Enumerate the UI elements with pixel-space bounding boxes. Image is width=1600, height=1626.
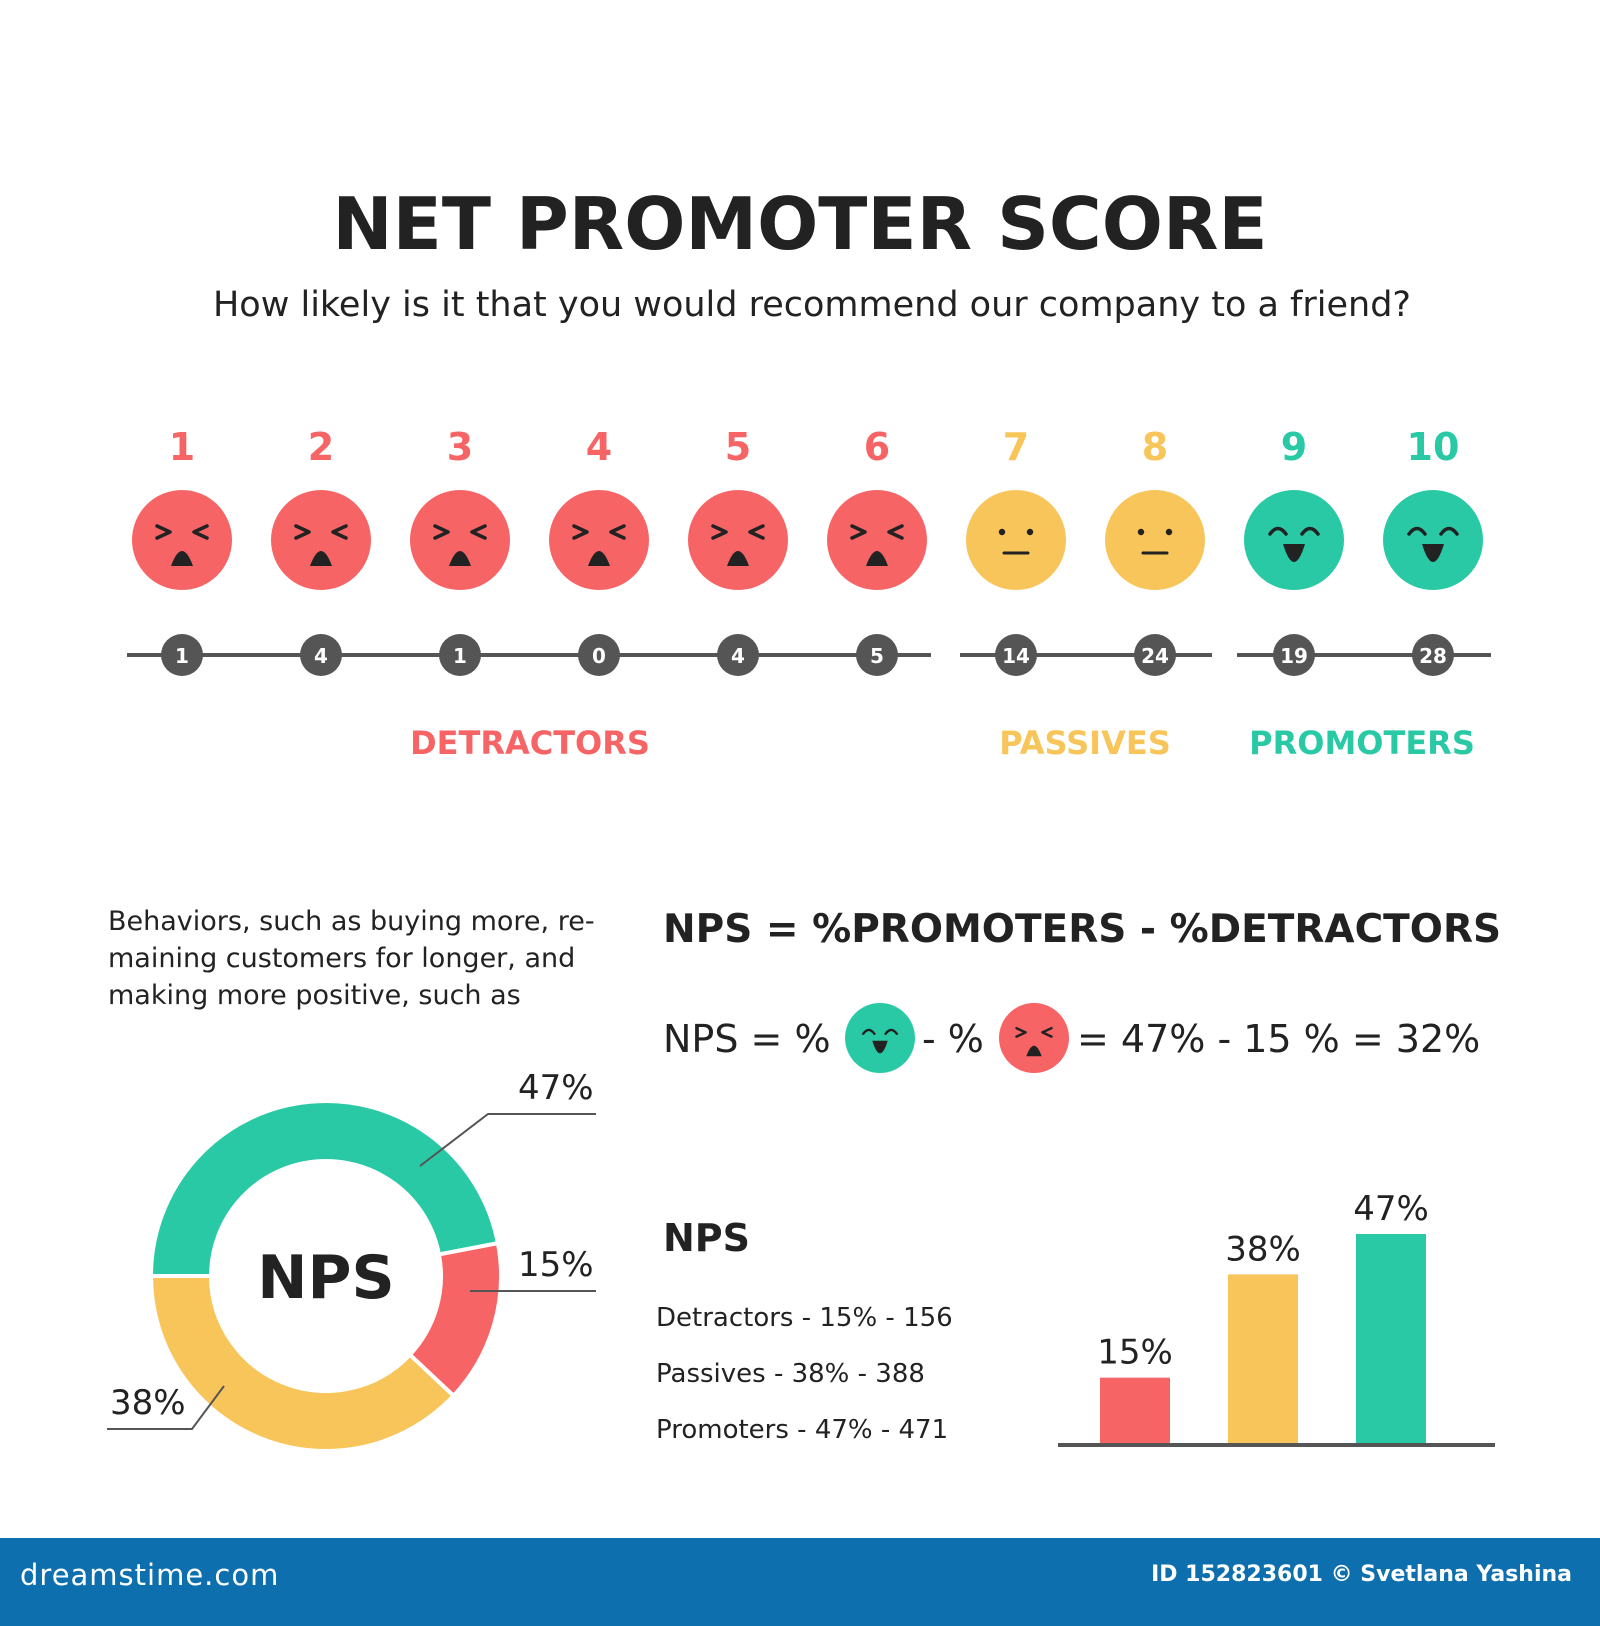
count-badge xyxy=(1134,634,1176,676)
detractor-face-icon xyxy=(999,1003,1069,1073)
score-number: 9 xyxy=(1281,425,1307,469)
count-badge xyxy=(300,634,342,676)
detractor-face-icon xyxy=(827,490,927,590)
nps-donut-chart: 47% 15% 38% NPS xyxy=(107,1068,596,1454)
donut-leader-line xyxy=(419,1113,596,1167)
detractor-face-icon xyxy=(999,1003,1069,1073)
behaviors-line: maining customers for longer, and xyxy=(108,943,575,974)
page-title: NET PROMOTER SCORE xyxy=(332,182,1267,266)
formula-result: = 47% - 15 % = 32% xyxy=(1077,1017,1480,1061)
score-number: 7 xyxy=(1003,425,1029,469)
score-number: 6 xyxy=(864,425,890,469)
score-number: 5 xyxy=(725,425,751,469)
count-value: 5 xyxy=(870,644,884,668)
count-badge xyxy=(578,634,620,676)
detractor-face-icon xyxy=(271,490,371,590)
passives-label: PASSIVES xyxy=(999,724,1171,762)
count-value: 1 xyxy=(175,644,189,668)
score-number: 1 xyxy=(169,425,195,469)
formula-minus: - % xyxy=(922,1017,984,1061)
summary-heading: NPS xyxy=(663,1216,750,1260)
page-subtitle: How likely is it that you would recommen… xyxy=(213,285,1411,325)
detractor-face-icon xyxy=(549,490,649,590)
summary-line: Promoters - 47% - 471 xyxy=(656,1415,948,1445)
count-value: 1 xyxy=(453,644,467,668)
formula-prefix: NPS = % xyxy=(663,1017,831,1061)
count-badge xyxy=(439,634,481,676)
behaviors-line: Behaviors, such as buying more, re- xyxy=(108,906,595,937)
score-number: 10 xyxy=(1407,425,1460,469)
footer-bar: dreamstime.com ID 152823601 © Svetlana Y… xyxy=(0,1538,1600,1626)
donut-slice-label: 15% xyxy=(518,1245,594,1285)
nps-bar-chart: 15% 38% 47% xyxy=(1058,1189,1495,1447)
promoter-face-icon xyxy=(1244,490,1344,590)
bar-value-label: 38% xyxy=(1225,1229,1301,1269)
detractors-label: DETRACTORS xyxy=(410,724,650,762)
count-badge xyxy=(856,634,898,676)
donut-slice-label: 47% xyxy=(518,1068,594,1108)
bar-value-label: 15% xyxy=(1097,1333,1173,1373)
detractor-face-icon xyxy=(688,490,788,590)
behaviors-line: making more positive, such as xyxy=(108,980,521,1011)
bar-promoters xyxy=(1356,1234,1426,1445)
summary-line: Passives - 38% - 388 xyxy=(656,1359,925,1389)
formula-heading: NPS = %PROMOTERS - %DETRACTORS xyxy=(663,907,1501,952)
count-value: 4 xyxy=(731,644,745,668)
bar-value-label: 47% xyxy=(1353,1189,1429,1229)
detractor-face-icon xyxy=(410,490,510,590)
donut-slice-label: 38% xyxy=(110,1383,186,1423)
count-value: 28 xyxy=(1419,644,1447,668)
behaviors-text: Behaviors, such as buying more, re- main… xyxy=(108,906,603,1011)
count-value: 0 xyxy=(592,644,606,668)
count-value: 14 xyxy=(1002,644,1030,668)
promoter-face-icon xyxy=(845,1003,915,1073)
donut-slice-passives xyxy=(148,1274,457,1454)
donut-leader-line xyxy=(107,1385,225,1430)
promoters-label: PROMOTERS xyxy=(1249,724,1475,762)
bar-detractors xyxy=(1100,1377,1170,1445)
count-badge xyxy=(1412,634,1454,676)
score-number: 4 xyxy=(586,425,612,469)
score-number: 8 xyxy=(1142,425,1168,469)
footer-site-logo: dreamstime.com xyxy=(20,1558,280,1592)
donut-center-label: NPS xyxy=(257,1243,394,1313)
score-number: 2 xyxy=(308,425,334,469)
score-number: 3 xyxy=(447,425,473,469)
count-badge xyxy=(995,634,1037,676)
bar-passives xyxy=(1228,1274,1298,1445)
passive-face-icon xyxy=(1105,490,1205,590)
summary-line: Detractors - 15% - 156 xyxy=(656,1303,953,1333)
count-value: 24 xyxy=(1141,644,1169,668)
promoter-face-icon xyxy=(1383,490,1483,590)
footer-credit: ID 152823601 © Svetlana Yashina xyxy=(1151,1562,1572,1587)
count-value: 19 xyxy=(1280,644,1308,668)
passive-face-icon xyxy=(966,490,1066,590)
count-badge xyxy=(1273,634,1315,676)
count-value: 4 xyxy=(314,644,328,668)
promoter-face-icon xyxy=(845,1003,915,1073)
count-badge xyxy=(717,634,759,676)
detractor-face-icon xyxy=(132,490,232,590)
count-badge xyxy=(161,634,203,676)
donut-slice-promoters xyxy=(148,1099,501,1278)
